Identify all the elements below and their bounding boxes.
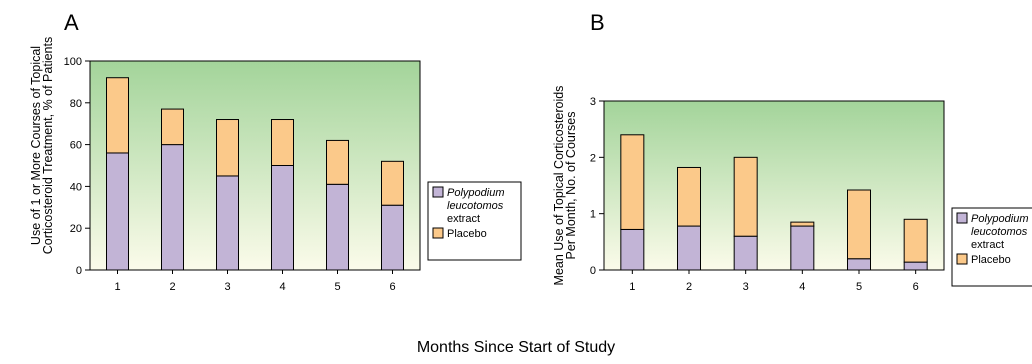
y-axis-title-line: Corticosteroid Treatment, % of Patients bbox=[41, 37, 55, 254]
bar-placebo-6 bbox=[903, 218, 928, 263]
x-tick-label: 4 bbox=[279, 281, 285, 293]
y-tick-label: 0 bbox=[76, 265, 82, 277]
legend-swatch-polypodium bbox=[956, 212, 968, 224]
bar-placebo-2 bbox=[677, 166, 701, 227]
y-tick-label: 40 bbox=[70, 181, 82, 193]
bar-placebo-1 bbox=[620, 134, 645, 230]
y-tick-label: 80 bbox=[70, 98, 82, 110]
bar-polypodium-3 bbox=[216, 175, 239, 271]
y-tick-label: 2 bbox=[590, 152, 596, 164]
chart-panel-b: B 0 1 2 3 Mean Use of Topical Corticosteroids… bbox=[552, 10, 1032, 293]
bar-placebo-1 bbox=[106, 77, 129, 154]
bar-placebo-5 bbox=[847, 189, 871, 260]
bar-polypodium-1 bbox=[620, 228, 645, 271]
y-tick-label: 1 bbox=[590, 209, 596, 221]
plot-area bbox=[89, 60, 421, 271]
x-tick-label: 1 bbox=[114, 281, 120, 293]
legend-label: leucotomos bbox=[447, 200, 504, 212]
panel-letter: B bbox=[590, 10, 605, 35]
bar-placebo-4 bbox=[271, 119, 294, 166]
x-tick-label: 1 bbox=[629, 281, 635, 293]
panel-letter: A bbox=[64, 10, 79, 35]
x-tick-label: 4 bbox=[799, 281, 805, 293]
bar-polypodium-6 bbox=[903, 261, 928, 271]
legend-label: extract bbox=[971, 239, 1004, 251]
legend-label: leucotomos bbox=[971, 226, 1028, 238]
legend-label: Placebo bbox=[447, 228, 487, 240]
shared-x-axis-title: Months Since Start of Study bbox=[417, 339, 615, 356]
bar-polypodium-6 bbox=[381, 204, 404, 271]
chart-panel-a: A 0 20 40 60 80 100 Use of 1 or More Courses of… bbox=[29, 10, 522, 293]
bar-polypodium-2 bbox=[677, 225, 701, 271]
legend-label: Polypodium bbox=[447, 187, 504, 199]
bar-polypodium-3 bbox=[733, 235, 758, 271]
bar-placebo-2 bbox=[161, 108, 184, 146]
x-tick-label: 2 bbox=[169, 281, 175, 293]
bar-placebo-4 bbox=[790, 221, 815, 227]
x-tick-label: 2 bbox=[686, 281, 692, 293]
bar-polypodium-5 bbox=[326, 183, 349, 271]
x-tick-label: 6 bbox=[913, 281, 919, 293]
bar-placebo-5 bbox=[326, 139, 349, 185]
legend-label: Polypodium bbox=[971, 213, 1028, 225]
y-axis-title-line: Mean Use of Topical Corticosteroids bbox=[552, 86, 566, 286]
bar-placebo-3 bbox=[216, 119, 239, 177]
bar-polypodium-5 bbox=[847, 258, 871, 271]
x-tick-label: 6 bbox=[389, 281, 395, 293]
y-axis-title-line: Per Month, No. of Courses bbox=[564, 112, 578, 260]
legend-swatch-placebo bbox=[432, 227, 444, 239]
y-tick-label: 3 bbox=[590, 96, 596, 108]
bar-polypodium-4 bbox=[271, 165, 294, 271]
y-axis-title-line: Use of 1 or More Courses of Topical bbox=[29, 46, 43, 245]
legend-swatch-polypodium bbox=[432, 186, 444, 198]
legend-label: Placebo bbox=[971, 254, 1011, 266]
x-tick-label: 5 bbox=[334, 281, 340, 293]
bar-polypodium-2 bbox=[161, 144, 184, 271]
x-tick-label: 5 bbox=[856, 281, 862, 293]
bar-placebo-6 bbox=[381, 160, 404, 206]
x-tick-label: 3 bbox=[743, 281, 749, 293]
bar-polypodium-1 bbox=[106, 152, 129, 271]
bar-placebo-3 bbox=[733, 156, 758, 237]
legend-swatch-placebo bbox=[956, 253, 968, 265]
bar-polypodium-4 bbox=[790, 225, 815, 271]
legend-label: extract bbox=[447, 213, 480, 225]
x-tick-label: 3 bbox=[224, 281, 230, 293]
plot-area bbox=[603, 100, 945, 271]
y-tick-label: 20 bbox=[70, 223, 82, 235]
y-tick-label: 60 bbox=[70, 140, 82, 152]
y-tick-label: 100 bbox=[64, 56, 82, 68]
y-tick-label: 0 bbox=[590, 265, 596, 277]
